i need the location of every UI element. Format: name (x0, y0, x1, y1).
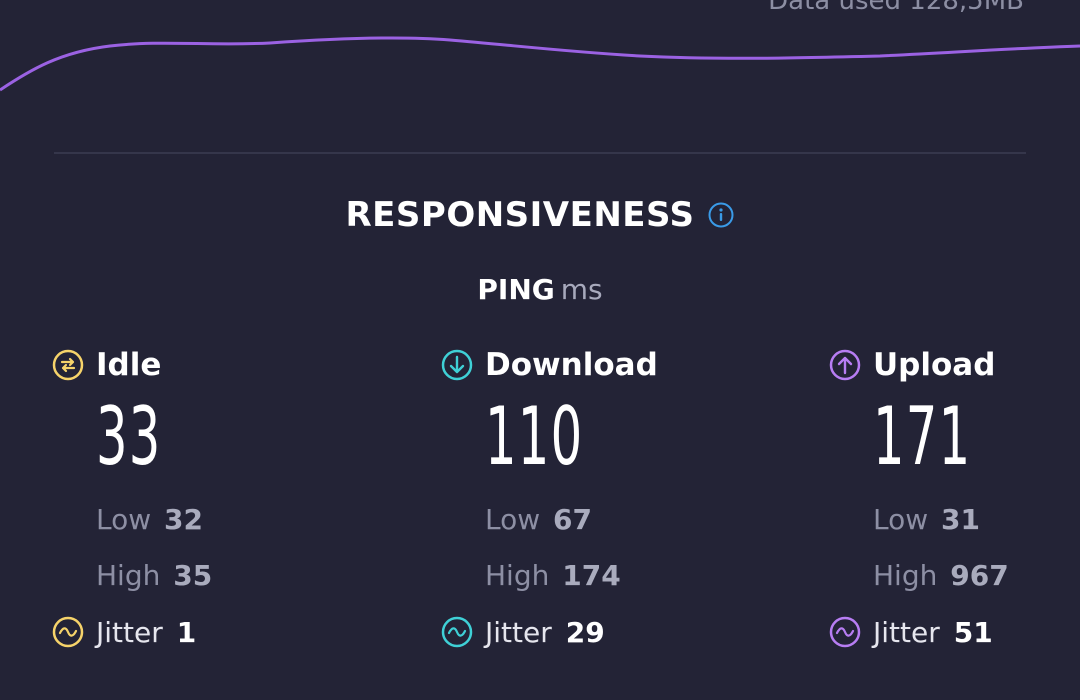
download-header: Download (441, 342, 741, 388)
idle-ping-value: 33 (96, 390, 162, 483)
responsiveness-title: RESPONSIVENESS (345, 195, 695, 235)
section-divider (54, 152, 1026, 154)
upload-low: Low 31 (873, 492, 1080, 548)
download-jitter: Jitter 29 (441, 604, 741, 660)
upload-high-value: 967 (950, 559, 1009, 592)
upload-high-label: High (873, 559, 938, 592)
upload-label: Upload (873, 347, 996, 383)
jitter-icon (829, 616, 861, 648)
upload-column: Upload 171 Low 31 High 967 Jitter 51 (829, 342, 1080, 660)
idle-header: Idle (52, 342, 352, 388)
jitter-icon (441, 616, 473, 648)
data-used-text: Data used 128,5MB (768, 0, 1024, 16)
upload-arrow-icon (829, 349, 861, 381)
idle-high-value: 35 (173, 559, 213, 592)
upload-jitter-label: Jitter (873, 615, 940, 649)
download-high-value: 174 (562, 559, 621, 592)
download-jitter-value: 29 (565, 615, 605, 649)
idle-high-label: High (96, 559, 161, 592)
download-low-value: 67 (553, 503, 593, 536)
upload-high: High 967 (873, 548, 1080, 604)
ping-word: PING (477, 273, 555, 306)
upload-jitter-value: 51 (953, 615, 993, 649)
download-jitter-label: Jitter (485, 615, 552, 649)
download-high-label: High (485, 559, 550, 592)
responsiveness-header: RESPONSIVENESS (0, 195, 1080, 235)
upload-jitter: Jitter 51 (829, 604, 1080, 660)
idle-low-value: 32 (164, 503, 204, 536)
download-label: Download (485, 347, 658, 383)
download-low: Low 67 (485, 492, 741, 548)
idle-low-label: Low (96, 503, 152, 536)
idle-low: Low 32 (96, 492, 352, 548)
download-low-label: Low (485, 503, 541, 536)
upload-low-label: Low (873, 503, 929, 536)
upload-low-value: 31 (941, 503, 981, 536)
jitter-icon (52, 616, 84, 648)
speed-graph (0, 36, 1080, 92)
download-column: Download 110 Low 67 High 174 Jitter 29 (441, 342, 741, 660)
speed-graph-line (0, 36, 1080, 92)
download-ping-value: 110 (485, 390, 584, 483)
idle-jitter: Jitter 1 (52, 604, 352, 660)
idle-high: High 35 (96, 548, 352, 604)
upload-ping-value: 171 (873, 390, 972, 483)
ping-unit: ms (560, 273, 603, 306)
download-arrow-icon (441, 349, 473, 381)
idle-jitter-value: 1 (176, 615, 197, 649)
download-high: High 174 (485, 548, 741, 604)
info-icon[interactable] (708, 202, 734, 228)
ping-label: PING ms (0, 273, 1080, 306)
idle-jitter-label: Jitter (96, 615, 163, 649)
idle-icon (52, 349, 84, 381)
idle-column: Idle 33 Low 32 High 35 Jitter 1 (52, 342, 352, 660)
upload-header: Upload (829, 342, 1080, 388)
idle-label: Idle (96, 347, 162, 383)
